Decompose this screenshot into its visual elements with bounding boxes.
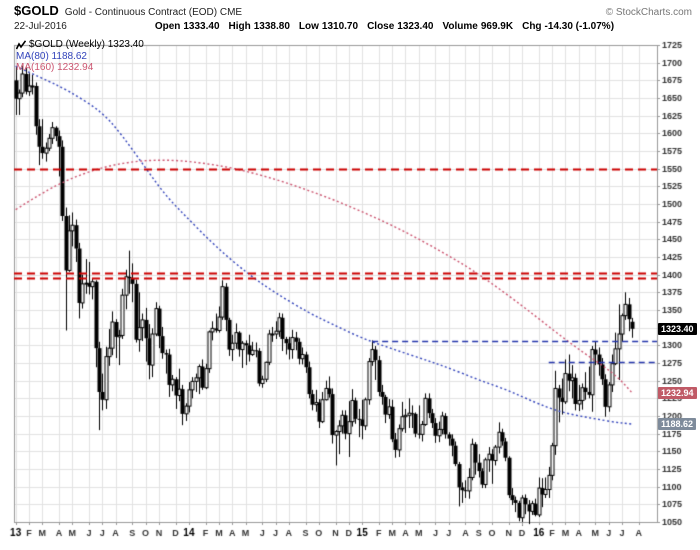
legend-ma160: MA(160) 1232.94 xyxy=(16,62,94,73)
symbol: $GOLD xyxy=(14,3,59,18)
quote-low: Low 1310.70 xyxy=(298,21,359,32)
quote-chg: Chg -14.30 (-1.07%) xyxy=(522,21,615,32)
legend-ma80: MA(80) 1188.62 xyxy=(16,50,87,62)
legend-main: $GOLD (Weekly) 1323.40 xyxy=(29,39,144,50)
quote-high: High 1338.80 xyxy=(228,21,290,32)
chart-legend: $GOLD (Weekly) 1323.40 MA(80) 1188.62 MA… xyxy=(16,39,144,74)
axis-price-tag-1188.62: 1188.62 xyxy=(658,418,697,431)
chart-description: Gold - Continuous Contract (EOD) CME xyxy=(64,7,243,18)
quote-volume: Volume 969.9K xyxy=(442,21,514,32)
chart-type-icon xyxy=(16,40,26,50)
chart-header: $GOLD Gold - Continuous Contract (EOD) C… xyxy=(0,0,700,36)
axis-price-tag-1323.40: 1323.40 xyxy=(658,322,697,335)
quote-close: Close 1323.40 xyxy=(367,21,434,32)
price-chart-canvas xyxy=(0,36,700,550)
chart-date: 22-Jul-2016 xyxy=(14,21,67,32)
quote-open: Open 1333.40 xyxy=(154,21,220,32)
copyright: © StockCharts.com xyxy=(605,7,692,18)
axis-price-tag-1232.94: 1232.94 xyxy=(658,386,697,399)
quote-strip: Open 1333.40 High 1338.80 Low 1310.70 Close 132… xyxy=(155,21,614,32)
